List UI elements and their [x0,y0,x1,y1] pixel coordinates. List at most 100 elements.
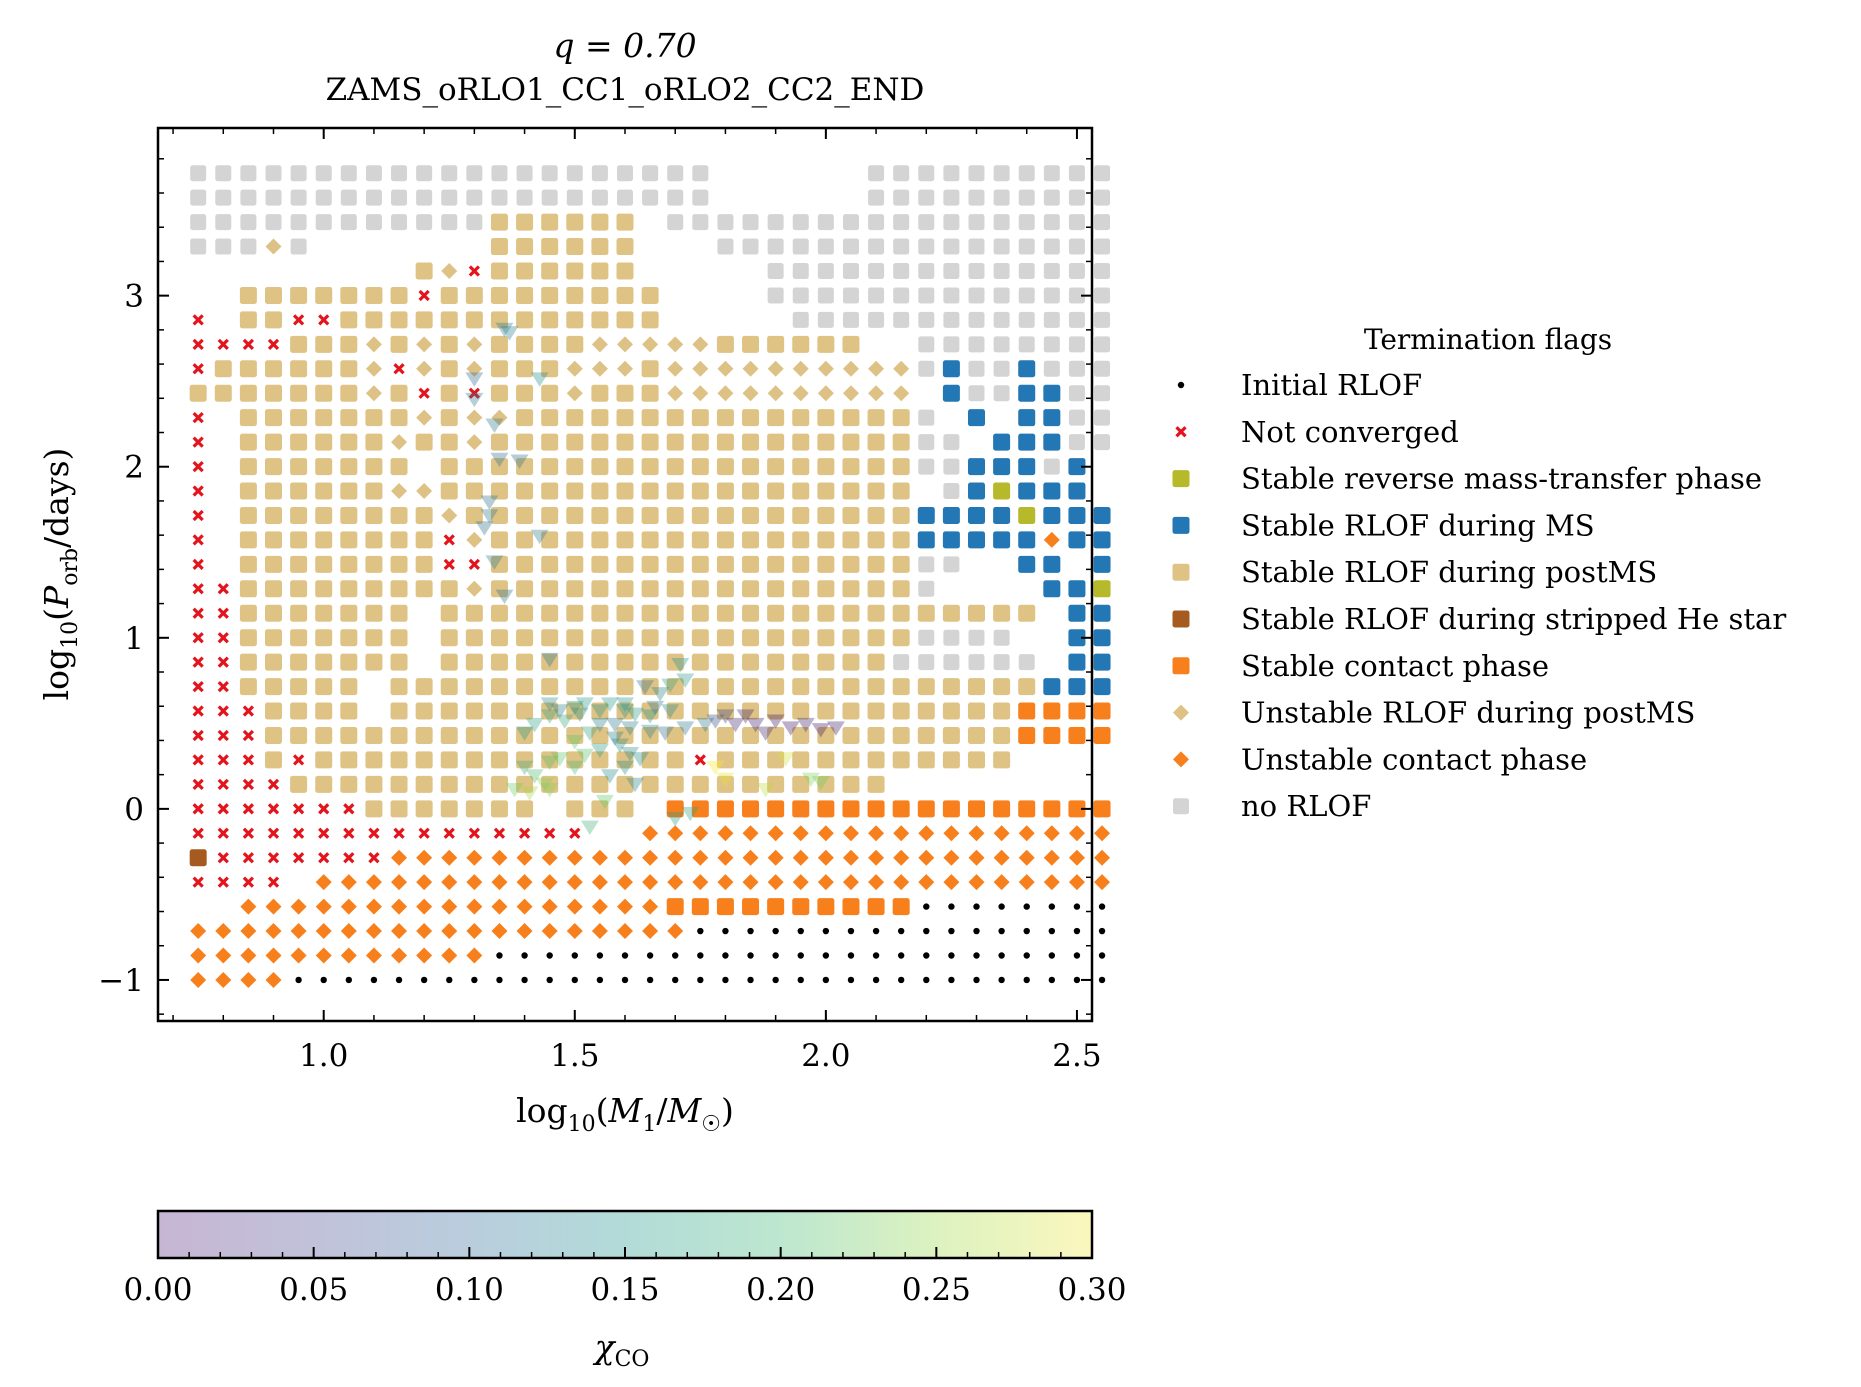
grid-marker-norlof [1043,165,1060,182]
grid-marker-postms [390,751,408,769]
grid-marker-norlof [215,165,232,182]
chi-co-point [776,752,795,767]
grid-marker-norlof [943,287,960,304]
grid-marker-ms [942,531,960,549]
grid-marker-unstpost [441,262,458,279]
grid-marker-norlof [968,360,985,377]
chi-co-point [565,700,584,716]
grid-marker-unstcontact [466,849,483,866]
grid-marker-notconv [217,705,229,717]
grid-marker-unstcontact [541,898,558,915]
grid-marker-notconv [418,387,430,399]
grid-marker-unstpost [416,336,433,353]
grid-marker-norlof [968,385,985,402]
legend-entry-reverse: Stable reverse mass-transfer phase [1172,462,1762,496]
grid-marker-postms [566,653,584,671]
grid-marker-postms [264,653,282,671]
grid-marker-postms [767,458,785,476]
grid-marker-norlof [943,483,960,500]
grid-marker-postms [490,433,508,451]
grid-marker-postms [792,726,810,744]
grid-marker-postms [842,482,860,500]
grid-marker-unstpost [466,434,483,451]
chi-co-point [540,697,559,712]
grid-marker-postms [490,555,508,573]
grid-marker-norlof [918,629,935,646]
grid-marker-notconv [242,754,255,766]
grid-marker-contact [1068,702,1086,720]
grid-marker-unstcontact [315,874,332,891]
grid-marker-postms [817,604,835,622]
chi-co-point [485,418,504,433]
chi-co-point [641,724,660,740]
grid-marker-postms [516,531,534,549]
grid-marker-postms [315,482,333,500]
grid-marker-notconv [217,778,229,791]
grid-marker-unstcontact [1094,825,1111,842]
legend-marker-postms [1172,563,1190,581]
legend-marker-notconv [1175,426,1187,438]
chi-co-point [811,723,830,738]
grid-marker-norlof [893,654,910,671]
grid-marker-initial [496,976,503,984]
grid-marker-unstcontact [466,923,483,940]
legend-marker-hestar [1172,610,1190,628]
grid-marker-postms [340,531,358,549]
grid-marker-postms [415,800,433,818]
legend-entry-unstcontact: Unstable contact phase [1173,742,1587,776]
grid-marker-initial [420,976,428,984]
grid-marker-postms [691,458,709,476]
grid-marker-ms [1043,555,1061,573]
chi-co-point [616,697,634,712]
grid-marker-postms [716,629,734,647]
grid-marker-postms [767,409,785,427]
grid-marker-postms [792,775,810,793]
grid-marker-postms [591,458,609,476]
chi-co-point [525,717,544,733]
grid-marker-unstpost [566,360,583,377]
grid-marker-postms [742,335,760,353]
grid-marker-postms [390,458,408,476]
grid-marker-postms [691,653,709,671]
grid-marker-postms [691,482,709,500]
chi-co-point [666,812,685,827]
grid-marker-postms [892,604,910,622]
grid-marker-initial [747,927,754,935]
grid-marker-notconv [292,754,305,766]
grid-marker-contact [1093,800,1111,818]
grid-marker-postms [892,482,910,500]
grid-marker-postms [440,580,458,598]
grid-marker-unstcontact [315,947,332,964]
grid-marker-norlof [993,629,1010,646]
chi-co-point [671,658,690,673]
grid-marker-initial [923,927,930,935]
chi-co-point [480,495,499,510]
grid-marker-postms [867,580,885,598]
grid-marker-norlof [817,214,834,231]
grid-marker-ms [942,384,960,402]
grid-marker-postms [842,531,860,549]
grid-marker-postms [239,653,257,671]
x-axis-ticks: 1.0 1.5 2.0 2.5 [172,128,1102,1074]
grid-marker-norlof [943,214,960,231]
grid-marker-initial [747,976,754,984]
chi-co-point [796,717,815,733]
grid-marker-initial [697,976,704,984]
grid-marker-postms [591,751,609,769]
grid-marker-postms [239,311,257,329]
grid-marker-ms [1068,458,1086,476]
grid-marker-unstcontact [717,874,734,891]
grid-marker-norlof [491,165,508,182]
grid-marker-norlof [792,238,809,255]
grid-marker-unstcontact [868,825,885,842]
grid-marker-notconv [343,852,355,864]
grid-marker-norlof [391,214,408,231]
grid-marker-postms [566,286,584,304]
grid-marker-initial [772,976,779,984]
chi-co-point [766,714,785,729]
grid-marker-unstpost [591,360,608,377]
grid-marker-postms [641,726,659,744]
grid-marker-postms [691,775,709,793]
grid-marker-norlof [692,189,709,206]
grid-marker-unstpost [416,409,433,426]
